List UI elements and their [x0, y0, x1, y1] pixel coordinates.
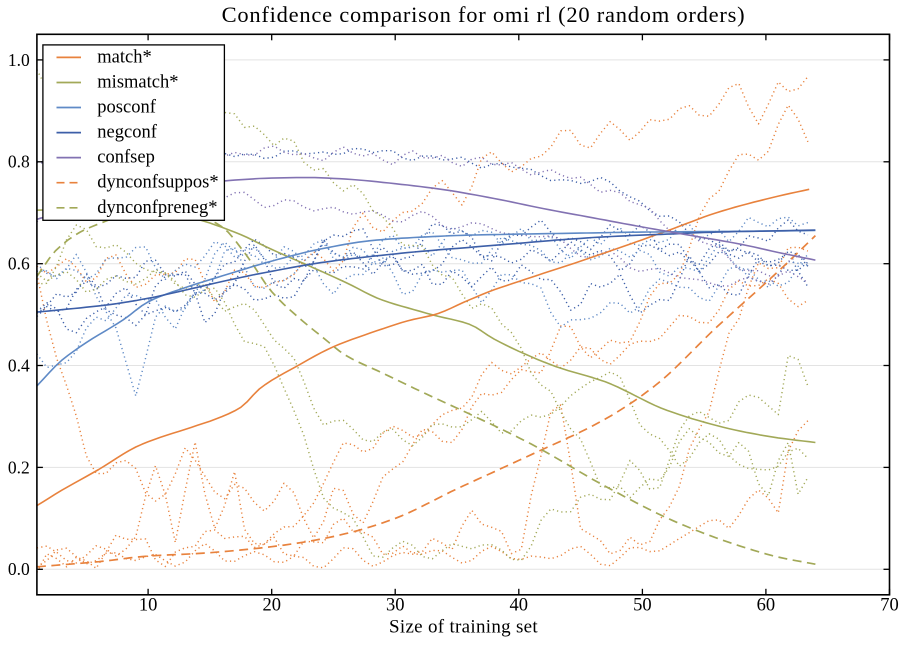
svg-text:0.8: 0.8 [8, 152, 30, 172]
svg-text:1.0: 1.0 [8, 50, 30, 70]
svg-text:dynconfpreneg*: dynconfpreneg* [97, 198, 217, 218]
svg-text:0.0: 0.0 [8, 559, 30, 579]
svg-text:Confidence comparison for omi: Confidence comparison for omi rl (20 ran… [222, 2, 746, 27]
svg-text:0.6: 0.6 [8, 254, 30, 274]
svg-text:posconf: posconf [97, 98, 156, 118]
svg-text:negconf: negconf [97, 123, 157, 143]
svg-text:30: 30 [386, 595, 405, 615]
svg-text:10: 10 [139, 595, 158, 615]
svg-text:50: 50 [633, 595, 652, 615]
svg-text:Size of training set: Size of training set [389, 617, 538, 638]
svg-text:20: 20 [262, 595, 281, 615]
svg-text:60: 60 [757, 595, 776, 615]
svg-text:match*: match* [97, 47, 151, 67]
svg-text:70: 70 [880, 595, 899, 615]
svg-text:0.4: 0.4 [8, 355, 30, 375]
svg-text:0.2: 0.2 [8, 457, 30, 477]
svg-text:confsep: confsep [97, 148, 155, 168]
svg-text:40: 40 [510, 595, 529, 615]
svg-text:dynconfsuppos*: dynconfsuppos* [97, 173, 218, 193]
svg-text:mismatch*: mismatch* [97, 73, 178, 93]
